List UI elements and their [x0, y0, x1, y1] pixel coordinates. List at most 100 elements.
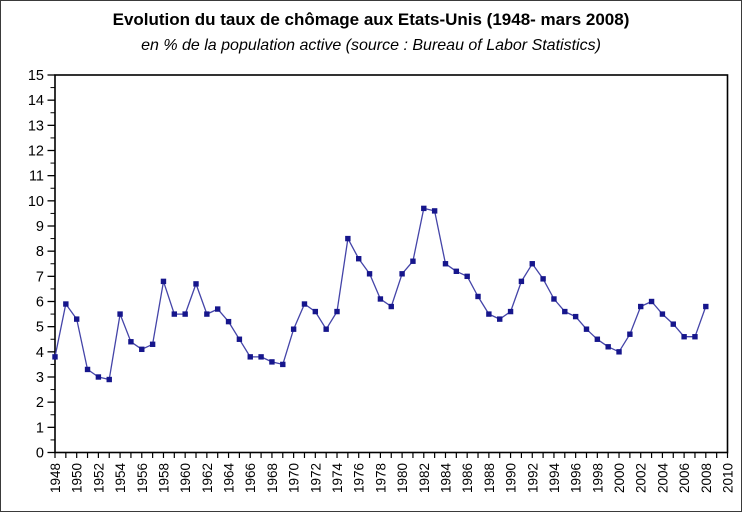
data-point-1993 [540, 276, 546, 282]
data-line [54, 207, 707, 381]
y-axis-label: 0 [36, 446, 44, 462]
data-point-1956 [139, 346, 145, 353]
data-point-1995 [562, 308, 568, 315]
x-axis-label: 1986 [460, 463, 475, 493]
data-point-1980 [399, 271, 405, 277]
data-point-2008 [703, 303, 709, 310]
data-point-1985 [453, 268, 460, 274]
data-point-1971 [301, 301, 308, 307]
data-point-1970 [290, 326, 297, 332]
data-point-1972 [312, 308, 319, 315]
chart-title: Evolution du taux de chômage aux Etats-U… [112, 10, 630, 29]
x-axis-label: 1962 [200, 463, 215, 493]
x-axis-label: 1980 [395, 463, 410, 493]
data-point-1965 [236, 336, 243, 342]
chart-subtitle: en % de la population active (source : B… [141, 37, 601, 54]
y-axis-label: 3 [36, 370, 44, 386]
y-axis-label: 14 [28, 93, 44, 109]
y-axis-label: 2 [36, 395, 44, 411]
data-point-1959 [171, 311, 178, 317]
y-axis-label: 9 [36, 219, 44, 235]
x-axis-label: 1976 [352, 463, 367, 493]
x-axis-label: 1984 [438, 463, 453, 494]
data-point-1977 [366, 271, 373, 277]
x-axis-label: 2010 [721, 463, 736, 493]
x-axis-label: 1978 [373, 463, 388, 493]
x-axis-label: 1958 [156, 463, 171, 493]
data-point-1997 [583, 326, 590, 332]
x-axis-label: 1966 [243, 463, 258, 493]
data-point-1950 [73, 316, 80, 322]
data-point-1968 [269, 359, 275, 365]
data-point-1948 [52, 354, 58, 360]
x-axis-label: 1964 [222, 463, 237, 494]
x-axis-label: 1968 [265, 463, 280, 493]
x-axis-label: 1972 [308, 463, 323, 493]
data-point-1969 [280, 361, 286, 368]
x-axis-label: 1948 [48, 463, 63, 493]
data-point-1976 [356, 256, 362, 262]
data-point-1952 [95, 374, 102, 380]
data-point-2001 [627, 331, 633, 337]
data-point-1961 [193, 281, 199, 287]
x-axis-label: 2002 [634, 463, 649, 493]
data-point-1953 [106, 376, 112, 383]
plot-frame [54, 74, 729, 454]
data-point-1963 [215, 306, 221, 312]
data-point-1951 [84, 366, 91, 373]
data-point-2006 [681, 334, 687, 340]
x-axis-label: 1956 [135, 463, 150, 493]
x-axis-label: 1970 [287, 463, 302, 493]
data-point-1989 [497, 316, 503, 322]
y-axis-label: 5 [36, 320, 44, 336]
x-axis-label: 1996 [569, 463, 584, 493]
data-point-1981 [410, 258, 416, 264]
data-point-1992 [529, 261, 535, 267]
data-point-1999 [605, 344, 611, 350]
y-axis-label: 12 [28, 144, 44, 160]
data-point-1987 [475, 293, 481, 300]
x-axis-label: 1982 [417, 463, 432, 493]
data-point-1964 [225, 318, 232, 325]
data-point-1962 [204, 311, 210, 317]
data-point-1958 [160, 278, 167, 285]
x-axis-label: 1994 [547, 463, 562, 494]
data-point-1996 [572, 313, 579, 320]
data-point-1960 [182, 311, 188, 317]
data-point-1975 [345, 235, 351, 242]
data-point-1994 [551, 296, 557, 302]
x-axis-label: 2006 [677, 463, 692, 493]
data-point-1998 [594, 336, 601, 342]
data-point-1988 [486, 311, 492, 317]
x-axis-label: 1974 [330, 463, 345, 494]
x-axis-label: 1950 [70, 463, 85, 493]
y-axis-label: 11 [29, 169, 44, 185]
y-axis-label: 13 [28, 118, 44, 134]
data-point-1966 [247, 354, 253, 360]
x-axis-label: 2008 [699, 463, 714, 493]
y-axis-label: 7 [36, 269, 44, 285]
x-axis-label: 1960 [178, 463, 193, 493]
data-point-1984 [442, 261, 449, 267]
data-point-1982 [421, 205, 427, 212]
data-point-2007 [692, 334, 698, 340]
data-point-1974 [334, 308, 340, 315]
x-axis-label: 1954 [113, 463, 128, 494]
data-point-1954 [117, 311, 123, 317]
data-point-1979 [388, 303, 394, 310]
data-point-1949 [63, 301, 69, 307]
y-axis-label: 8 [36, 244, 44, 260]
x-axis-label: 1988 [482, 463, 497, 493]
data-point-2004 [659, 311, 666, 317]
data-point-2002 [638, 303, 644, 310]
x-axis-label: 1952 [91, 463, 106, 493]
data-point-1990 [507, 308, 514, 315]
data-point-2005 [670, 321, 676, 327]
x-axis-label: 1998 [590, 463, 605, 493]
y-axis-label: 4 [36, 345, 44, 361]
data-point-2003 [648, 298, 655, 305]
data-point-1967 [258, 354, 264, 360]
data-point-1957 [149, 341, 156, 347]
